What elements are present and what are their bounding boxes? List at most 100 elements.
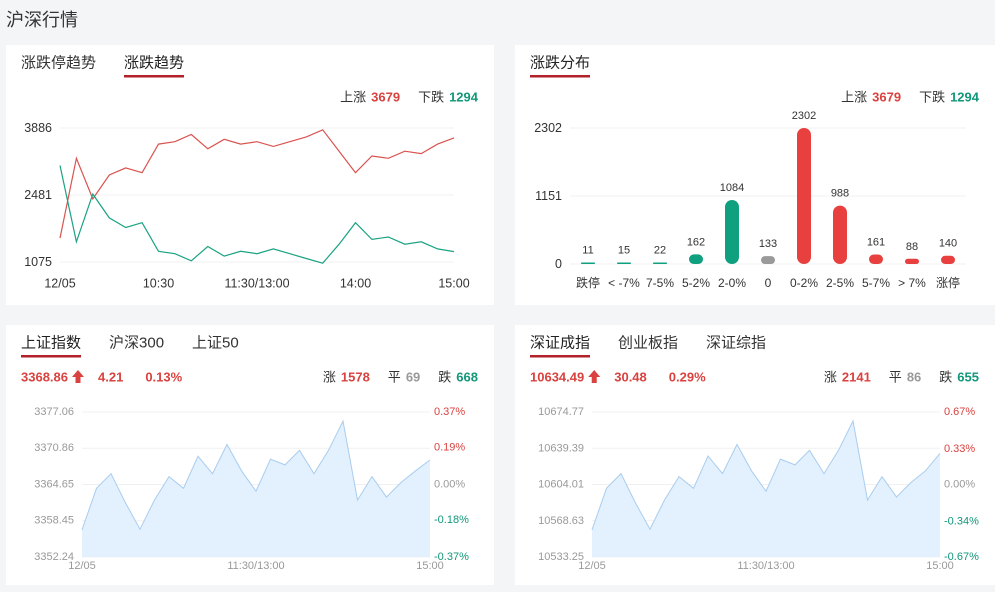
bar xyxy=(725,199,739,264)
x-tick-label: 12/05 xyxy=(578,560,606,572)
y-tick-label: 10604.01 xyxy=(538,479,584,491)
stat-value: 86 xyxy=(907,370,921,385)
y-tick-label: 3377.06 xyxy=(34,406,74,418)
stat-value: 2141 xyxy=(842,370,871,385)
x-tick-label: 7-5% xyxy=(646,276,674,290)
y2-tick-label: -0.37% xyxy=(434,551,469,563)
x-tick-label: 涨停 xyxy=(936,275,960,290)
stat-label: 跌 xyxy=(438,370,451,385)
stat-label: 下跌 xyxy=(418,90,444,105)
quote-change: 4.21 xyxy=(98,370,123,385)
bar-value-label: 1084 xyxy=(720,182,744,194)
stat-label: 上涨 xyxy=(340,90,366,105)
bar xyxy=(905,258,919,264)
bar-value-label: 162 xyxy=(687,236,705,248)
y2-tick-label: 0.19% xyxy=(434,441,465,453)
y2-tick-label: 0.00% xyxy=(434,479,465,491)
stat-value: 1578 xyxy=(341,370,370,385)
y-tick-label: 3364.65 xyxy=(34,479,74,491)
bar xyxy=(617,262,631,264)
page-title: 沪深行情 xyxy=(6,10,78,30)
tab[interactable]: 涨跌停趋势 xyxy=(21,55,96,72)
bar xyxy=(653,262,667,264)
stat-value: 1294 xyxy=(950,90,980,105)
y2-tick-label: 0.67% xyxy=(944,406,975,418)
y-tick-label: 1075 xyxy=(24,255,52,269)
x-tick-label: 11:30/13:00 xyxy=(737,560,794,572)
tab[interactable]: 深证成指 xyxy=(530,335,590,352)
bar-value-label: 133 xyxy=(759,238,777,250)
bar xyxy=(941,255,955,264)
x-tick-label: 10:30 xyxy=(143,277,174,291)
area-fill xyxy=(82,421,430,557)
y-tick-label: 1151 xyxy=(535,189,562,203)
quote-price: 3368.86 xyxy=(21,370,68,385)
tab[interactable]: 涨跌趋势 xyxy=(124,55,184,72)
bar xyxy=(761,256,775,264)
y-tick-label: 3352.24 xyxy=(34,551,74,563)
line-series xyxy=(59,165,455,264)
tab[interactable]: 深证综指 xyxy=(706,335,766,352)
y-tick-label: 3370.86 xyxy=(34,442,74,454)
up-arrow-icon xyxy=(72,370,84,383)
y2-tick-label: 0.00% xyxy=(944,479,975,491)
up-arrow-icon xyxy=(588,370,601,383)
y-tick-label: 10533.25 xyxy=(538,551,584,563)
y-tick-label: 10674.77 xyxy=(538,406,584,418)
y2-tick-label: -0.34% xyxy=(944,515,979,527)
bar-value-label: 140 xyxy=(939,238,957,250)
y2-tick-label: 0.37% xyxy=(434,406,465,418)
quote-price: 10634.49 xyxy=(530,370,584,385)
x-tick-label: 12/05 xyxy=(44,277,75,291)
y2-tick-label: -0.18% xyxy=(434,514,469,526)
bar xyxy=(797,128,811,264)
tab[interactable]: 涨跌分布 xyxy=(530,55,590,72)
stat-label: 上涨 xyxy=(841,90,867,105)
bar xyxy=(869,254,883,264)
x-tick-label: 15:00 xyxy=(438,277,469,291)
panel xyxy=(515,45,995,305)
line-series xyxy=(59,129,455,239)
y-tick-label: 2481 xyxy=(24,188,52,202)
bar-value-label: 22 xyxy=(654,245,666,257)
tab-underline xyxy=(21,355,82,358)
tab[interactable]: 沪深300 xyxy=(109,335,164,352)
tab[interactable]: 上证50 xyxy=(192,335,239,352)
x-tick-label: 2-5% xyxy=(826,276,854,290)
stat-label: 涨 xyxy=(824,370,837,385)
x-tick-label: 跌停 xyxy=(576,275,600,290)
tab[interactable]: 创业板指 xyxy=(618,334,678,352)
x-tick-label: > 7% xyxy=(898,276,926,290)
area-fill xyxy=(592,421,940,557)
bar-value-label: 15 xyxy=(618,245,630,257)
y2-tick-label: 0.33% xyxy=(944,443,975,455)
x-tick-label: 14:00 xyxy=(340,277,371,291)
area-line xyxy=(591,419,941,531)
x-tick-label: 0 xyxy=(765,276,772,290)
bar xyxy=(689,254,703,264)
stat-value: 668 xyxy=(456,370,478,385)
stat-label: 跌 xyxy=(939,370,952,385)
bar-value-label: 11 xyxy=(582,245,593,257)
panel xyxy=(6,45,494,305)
tab[interactable]: 上证指数 xyxy=(21,335,81,352)
x-tick-label: 11:30/13:00 xyxy=(224,277,289,291)
stat-label: 平 xyxy=(889,370,902,385)
bar-value-label: 161 xyxy=(867,236,885,248)
tab-underline xyxy=(124,75,185,78)
bar-value-label: 2302 xyxy=(792,110,816,122)
y-tick-label: 10568.63 xyxy=(538,515,584,527)
quote-change: 30.48 xyxy=(614,370,647,385)
x-tick-label: 5-2% xyxy=(682,276,710,290)
y2-tick-label: -0.67% xyxy=(944,551,979,563)
bar-value-label: 988 xyxy=(831,188,849,200)
y-tick-label: 3358.45 xyxy=(34,515,74,527)
stat-value: 69 xyxy=(406,370,420,385)
x-tick-label: 11:30/13:00 xyxy=(227,560,284,572)
y-tick-label: 2302 xyxy=(534,121,562,135)
tab-underline xyxy=(530,355,591,358)
stat-value: 655 xyxy=(957,370,979,385)
x-tick-label: 15:00 xyxy=(416,560,444,572)
